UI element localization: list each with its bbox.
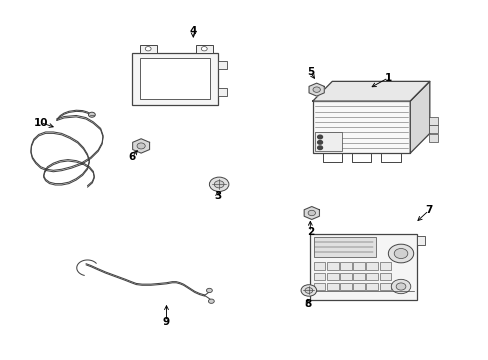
Text: 10: 10 xyxy=(33,118,48,128)
Circle shape xyxy=(206,288,212,293)
Text: 1: 1 xyxy=(384,73,391,83)
Bar xyxy=(313,283,325,291)
Circle shape xyxy=(201,46,207,51)
Bar xyxy=(379,262,390,270)
Bar xyxy=(352,273,364,280)
Circle shape xyxy=(137,143,145,149)
Text: 6: 6 xyxy=(128,152,136,162)
Circle shape xyxy=(387,244,413,263)
Text: 3: 3 xyxy=(214,191,221,201)
Bar xyxy=(366,273,377,280)
Bar xyxy=(312,101,409,153)
Bar xyxy=(313,262,325,270)
Circle shape xyxy=(88,112,95,117)
Bar xyxy=(217,88,227,96)
Bar xyxy=(366,262,377,270)
Circle shape xyxy=(208,299,214,303)
Bar xyxy=(416,235,425,244)
Bar xyxy=(428,125,437,133)
Bar xyxy=(379,273,390,280)
Bar xyxy=(326,273,338,280)
Bar xyxy=(379,283,390,291)
Bar xyxy=(140,45,157,53)
Circle shape xyxy=(209,177,228,192)
Bar xyxy=(313,273,325,280)
Text: 2: 2 xyxy=(306,227,313,237)
Bar xyxy=(217,61,227,69)
Bar xyxy=(310,234,416,300)
Circle shape xyxy=(393,248,407,258)
Bar xyxy=(132,53,217,105)
Bar xyxy=(339,273,351,280)
Circle shape xyxy=(301,285,316,296)
Bar xyxy=(352,262,364,270)
Polygon shape xyxy=(409,81,429,153)
Text: 9: 9 xyxy=(163,317,170,327)
Circle shape xyxy=(307,210,315,216)
Bar xyxy=(314,237,375,257)
Bar xyxy=(326,262,338,270)
Polygon shape xyxy=(304,207,319,220)
Circle shape xyxy=(317,140,322,144)
Bar xyxy=(315,132,341,151)
Bar xyxy=(195,45,212,53)
Bar xyxy=(326,283,338,291)
Text: 8: 8 xyxy=(304,299,311,309)
Circle shape xyxy=(214,181,224,188)
Circle shape xyxy=(395,283,405,290)
Circle shape xyxy=(305,288,312,293)
Circle shape xyxy=(390,279,410,294)
Polygon shape xyxy=(132,139,149,153)
Circle shape xyxy=(317,135,322,139)
Bar xyxy=(339,262,351,270)
Bar xyxy=(428,117,437,125)
Bar xyxy=(428,134,437,142)
Circle shape xyxy=(145,46,151,51)
Polygon shape xyxy=(312,81,429,101)
Bar xyxy=(352,283,364,291)
Bar xyxy=(339,283,351,291)
Bar xyxy=(140,58,210,99)
Circle shape xyxy=(312,87,320,93)
Text: 5: 5 xyxy=(306,67,313,77)
Text: 7: 7 xyxy=(424,206,431,216)
Polygon shape xyxy=(308,83,324,96)
Circle shape xyxy=(317,146,322,149)
Bar xyxy=(366,283,377,291)
Text: 4: 4 xyxy=(189,26,197,36)
